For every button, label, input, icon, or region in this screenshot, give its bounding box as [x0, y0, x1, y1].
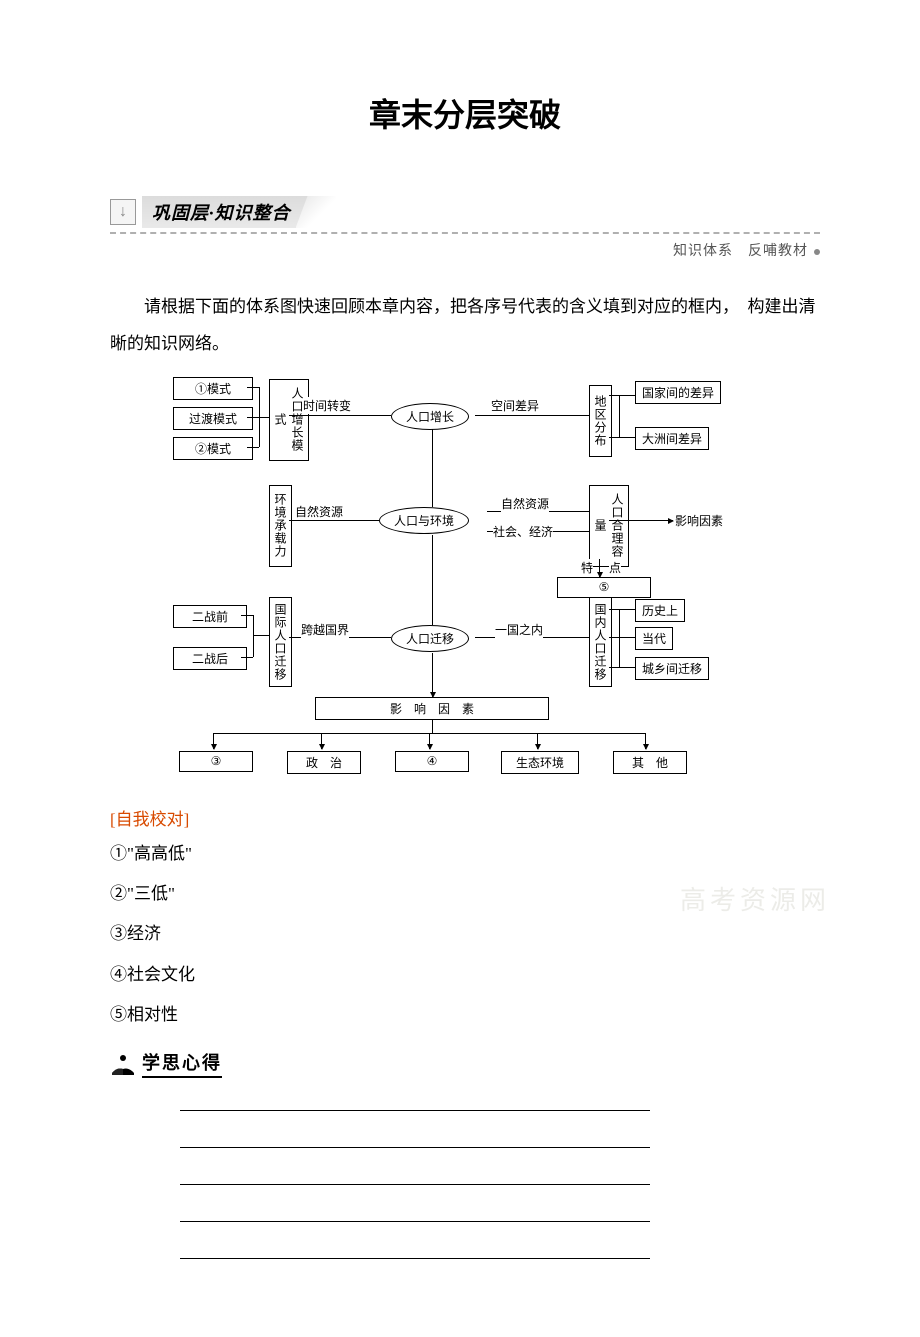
node-pop-growth: 人口增长	[391, 403, 469, 430]
blank-line	[180, 1240, 650, 1259]
label-point: 点	[609, 559, 621, 576]
node-continent-diff: 大洲间差异	[635, 427, 709, 450]
blank-line	[180, 1166, 650, 1185]
section-subhead: 知识体系 反哺教材	[673, 240, 820, 260]
node-history: 历史上	[635, 599, 685, 622]
blank-line	[180, 1129, 650, 1148]
node-dom-mig: 国内人口迁移	[589, 597, 612, 687]
node-factors-label: 影 响 因 素	[315, 697, 549, 720]
section-ribbon-row: ↓ 巩固层·知识整合	[110, 196, 820, 228]
node-country-diff: 国家间的差异	[635, 381, 721, 404]
node-rural: 城乡间迁移	[635, 657, 709, 680]
knowledge-flowchart: ①模式 过渡模式 ②模式 人口增长模式 人口增长 时间转变 空间差异 地区分布 …	[165, 375, 765, 795]
node-pop-cap: 人口合理容量	[589, 485, 629, 567]
node-eco: 生态环境	[501, 751, 579, 774]
node-env-cap: 环境承载力	[269, 485, 292, 567]
blank-line	[180, 1203, 650, 1222]
label-nat-res2: 自然资源	[501, 495, 549, 512]
node-mode2: ②模式	[173, 437, 253, 460]
node-pop-mig: 人口迁移	[391, 625, 469, 652]
node-politics: 政 治	[287, 751, 361, 774]
answers-block: ①"高高低" ②"三低" ③经济 ④社会文化 ⑤相对性 高考资源网	[110, 838, 820, 1031]
blank-line	[180, 1092, 650, 1111]
reflection-header-row: 学思心得	[110, 1049, 820, 1078]
node-postwar: 二战后	[173, 647, 247, 670]
page-title: 章末分层突破	[110, 90, 820, 136]
reflection-header: 学思心得	[142, 1049, 222, 1078]
label-time-shift: 时间转变	[303, 397, 351, 414]
answer-item: ⑤相对性	[110, 999, 820, 1031]
node-five: ⑤	[557, 577, 651, 598]
node-prewar: 二战前	[173, 605, 247, 628]
label-feature: 特	[581, 559, 593, 576]
answer-item: ③经济	[110, 918, 820, 950]
answer-item: ④社会文化	[110, 959, 820, 991]
answer-item: ①"高高低"	[110, 838, 820, 870]
answers-header: [自我校对]	[110, 805, 820, 830]
node-intl-mig: 国际人口迁移	[269, 597, 292, 687]
label-nat-res1: 自然资源	[295, 503, 343, 520]
node-growth-mode: 人口增长模式	[269, 379, 309, 461]
label-in-country: 一国之内	[495, 621, 543, 638]
separator	[110, 232, 820, 234]
answer-item: ②"三低"	[110, 878, 820, 910]
book-person-icon	[110, 1053, 136, 1075]
node-b3: ③	[179, 751, 253, 772]
node-mode-trans: 过渡模式	[173, 407, 253, 430]
node-modern: 当代	[635, 627, 673, 650]
node-pop-env: 人口与环境	[379, 507, 469, 534]
intro-paragraph: 请根据下面的体系图快速回顾本章内容，把各序号代表的含义填到对应的框内， 构建出清…	[110, 288, 820, 363]
node-mode1: ①模式	[173, 377, 253, 400]
node-b4: ④	[395, 751, 469, 772]
label-influence: 影响因素	[675, 512, 723, 529]
node-other: 其 他	[613, 751, 687, 774]
label-soc-econ: 社会、经济	[493, 523, 553, 540]
ribbon-arrow-icon: ↓	[110, 199, 136, 225]
label-spatial-diff: 空间差异	[491, 397, 539, 414]
section-ribbon: 巩固层·知识整合	[142, 196, 335, 228]
label-cross-border: 跨越国界	[301, 621, 349, 638]
